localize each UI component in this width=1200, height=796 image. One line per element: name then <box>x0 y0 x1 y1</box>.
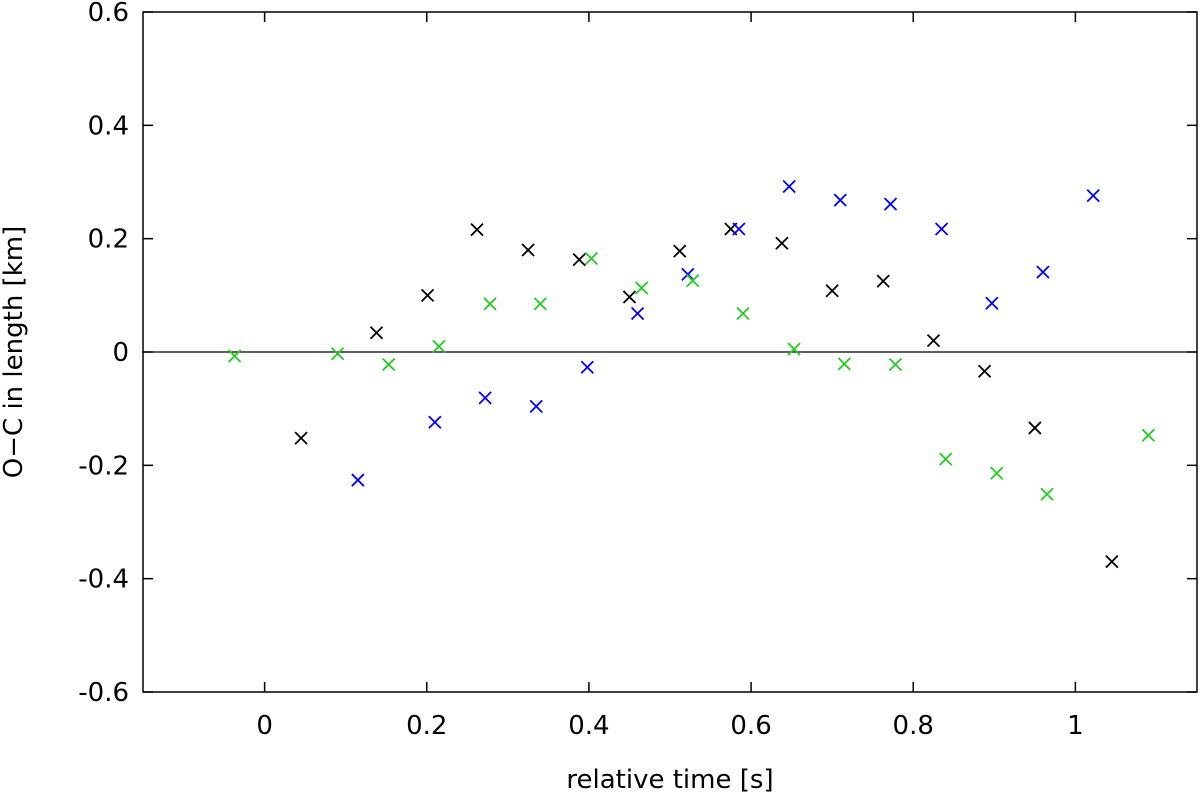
data-point <box>926 334 941 348</box>
data-points <box>227 179 1155 569</box>
axis-tick-labels: 0 0.2 0.4 0.6 0.8 1 -0.6 -0.4 -0.2 0 0.2 0.4 0.6 <box>78 0 1083 741</box>
data-point <box>883 197 898 211</box>
y-tick-label: 0.2 <box>88 225 129 255</box>
data-point <box>990 466 1004 480</box>
data-point <box>584 251 598 266</box>
data-point <box>888 357 903 372</box>
y-tick-label: -0.4 <box>78 565 129 595</box>
y-tick-label: -0.6 <box>78 678 129 708</box>
data-point <box>876 274 890 288</box>
x-axis-label: relative time [s] <box>566 765 773 795</box>
data-point <box>529 399 543 414</box>
series-2 <box>351 179 1100 487</box>
data-point <box>934 222 949 236</box>
data-point <box>330 347 345 361</box>
data-point <box>470 222 484 237</box>
x-tick-label: 0.6 <box>730 711 771 741</box>
data-point <box>1040 487 1054 501</box>
data-point <box>533 297 547 311</box>
data-point <box>521 243 535 257</box>
data-point <box>1036 265 1050 279</box>
y-tick-label: 0 <box>112 338 129 368</box>
data-point <box>634 281 649 295</box>
data-point <box>420 288 435 302</box>
data-point <box>622 290 637 304</box>
data-point <box>1086 188 1100 203</box>
data-point <box>432 339 446 353</box>
data-point <box>825 284 839 298</box>
data-point <box>580 360 594 374</box>
data-point <box>630 306 645 321</box>
data-point <box>787 342 801 356</box>
axis-ticks <box>143 11 1197 693</box>
x-tick-label: 0.8 <box>893 711 934 741</box>
data-point <box>1105 555 1119 569</box>
data-point <box>985 296 999 310</box>
data-point <box>1028 421 1042 435</box>
data-point <box>686 273 700 288</box>
data-point <box>673 244 687 258</box>
y-tick-label: -0.2 <box>78 451 129 481</box>
data-point <box>1141 428 1155 442</box>
data-point <box>351 473 365 487</box>
x-tick-label: 0 <box>256 711 273 741</box>
data-point <box>572 252 586 267</box>
y-tick-label: 0.6 <box>88 0 129 28</box>
x-tick-label: 0.2 <box>406 711 447 741</box>
x-tick-label: 0.4 <box>568 711 609 741</box>
data-point <box>775 236 789 250</box>
data-point <box>294 431 308 445</box>
data-point <box>478 391 492 405</box>
data-point <box>837 357 851 371</box>
data-point <box>369 326 384 340</box>
data-point <box>833 193 847 207</box>
x-tick-label: 1 <box>1067 711 1084 741</box>
data-point <box>227 349 242 363</box>
data-point <box>977 364 992 378</box>
data-point <box>732 222 746 236</box>
data-point <box>483 297 497 311</box>
data-point <box>681 267 695 282</box>
data-point <box>939 452 953 466</box>
series-3 <box>227 251 1155 501</box>
series-1 <box>294 222 1119 569</box>
y-tick-label: 0.4 <box>88 111 129 141</box>
y-axis-label: O−C in length [km] <box>0 226 29 478</box>
data-point <box>782 179 796 194</box>
data-point <box>382 357 396 372</box>
data-point <box>428 415 442 429</box>
data-point <box>736 306 750 321</box>
